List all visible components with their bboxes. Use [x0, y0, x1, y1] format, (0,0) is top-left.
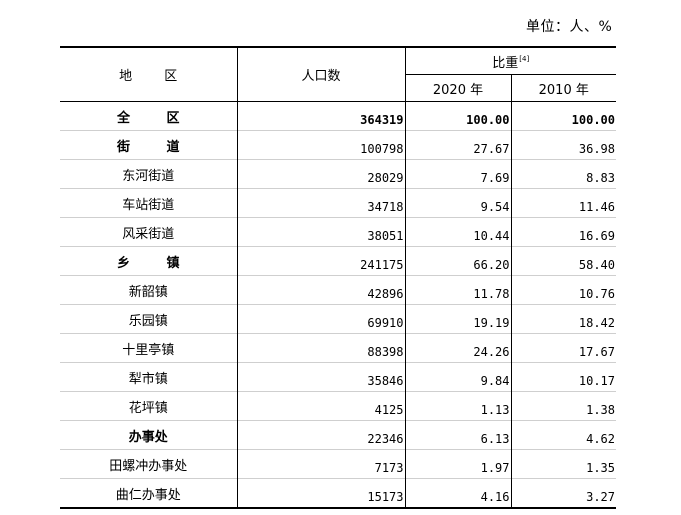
share-2010-value: 3.27	[510, 478, 616, 509]
column-header-share: 比重[4]	[404, 46, 616, 75]
share-2020-value: 6.13	[404, 420, 511, 450]
population-value: 22346	[236, 420, 405, 450]
column-header-2020: 2020 年	[404, 74, 511, 102]
share-2020-value: 1.97	[404, 449, 511, 479]
population-value: 69910	[236, 304, 405, 334]
column-header-region: 地 区	[60, 46, 237, 102]
region-name: 东河街道	[60, 159, 237, 189]
share-2020-value: 4.16	[404, 478, 511, 509]
share-2020-value: 10.44	[404, 217, 511, 247]
share-2010-value: 16.69	[510, 217, 616, 247]
population-value: 100798	[236, 130, 405, 160]
share-2020-value: 9.84	[404, 362, 511, 392]
population-value: 38051	[236, 217, 405, 247]
region-name: 街 道	[60, 130, 237, 160]
region-name: 花坪镇	[60, 391, 237, 421]
share-2020-value: 7.69	[404, 159, 511, 189]
table-row: 田螺冲办事处 7173 1.97 1.35	[60, 449, 616, 479]
share-2020-value: 11.78	[404, 275, 511, 305]
table-row: 乐园镇 69910 19.19 18.42	[60, 304, 616, 334]
table-row: 十里亭镇 88398 24.26 17.67	[60, 333, 616, 363]
share-2020-value: 66.20	[404, 246, 511, 276]
region-name: 办事处	[60, 420, 237, 450]
share-label: 比重	[492, 55, 519, 71]
unit-label: 单位：人、%	[526, 19, 613, 35]
population-value: 4125	[236, 391, 405, 421]
share-2010-value: 18.42	[510, 304, 616, 334]
share-2010-value: 100.00	[510, 101, 616, 131]
table-row: 曲仁办事处 15173 4.16 3.27	[60, 478, 616, 509]
share-2010-value: 10.76	[510, 275, 616, 305]
table-row: 车站街道 34718 9.54 11.46	[60, 188, 616, 218]
region-name: 新韶镇	[60, 275, 237, 305]
region-name: 曲仁办事处	[60, 478, 237, 509]
table-row: 乡 镇 241175 66.20 58.40	[60, 246, 616, 276]
population-value: 7173	[236, 449, 405, 479]
table-row: 东河街道 28029 7.69 8.83	[60, 159, 616, 189]
share-2020-value: 19.19	[404, 304, 511, 334]
column-header-2010: 2010 年	[510, 74, 616, 102]
table-row: 犁市镇 35846 9.84 10.17	[60, 362, 616, 392]
population-table: 地 区 人口数 比重[4] 2020 年 2010 年 全 区 364319 1…	[60, 46, 616, 509]
population-value: 35846	[236, 362, 405, 392]
table-row: 花坪镇 4125 1.13 1.38	[60, 391, 616, 421]
share-2010-value: 1.38	[510, 391, 616, 421]
share-2010-value: 11.46	[510, 188, 616, 218]
region-name: 全 区	[60, 101, 237, 131]
region-name: 乐园镇	[60, 304, 237, 334]
share-2010-value: 1.35	[510, 449, 616, 479]
share-2010-value: 58.40	[510, 246, 616, 276]
share-2010-value: 17.67	[510, 333, 616, 363]
table-row: 风采街道 38051 10.44 16.69	[60, 217, 616, 247]
population-value: 42896	[236, 275, 405, 305]
share-2020-value: 24.26	[404, 333, 511, 363]
table-row: 街 道 100798 27.67 36.98	[60, 130, 616, 160]
table-row: 新韶镇 42896 11.78 10.76	[60, 275, 616, 305]
share-2010-value: 10.17	[510, 362, 616, 392]
region-name: 犁市镇	[60, 362, 237, 392]
population-value: 28029	[236, 159, 405, 189]
share-2010-value: 36.98	[510, 130, 616, 160]
population-value: 34718	[236, 188, 405, 218]
table-row: 全 区 364319 100.00 100.00	[60, 101, 616, 131]
population-value: 15173	[236, 478, 405, 509]
region-name: 十里亭镇	[60, 333, 237, 363]
column-header-population: 人口数	[236, 46, 405, 102]
region-name: 风采街道	[60, 217, 237, 247]
table-row: 办事处 22346 6.13 4.62	[60, 420, 616, 450]
share-2020-value: 100.00	[404, 101, 511, 131]
population-value: 364319	[236, 101, 405, 131]
share-2020-value: 9.54	[404, 188, 511, 218]
share-2010-value: 8.83	[510, 159, 616, 189]
region-name: 乡 镇	[60, 246, 237, 276]
share-2020-value: 1.13	[404, 391, 511, 421]
share-2010-value: 4.62	[510, 420, 616, 450]
region-name: 田螺冲办事处	[60, 449, 237, 479]
region-name: 车站街道	[60, 188, 237, 218]
share-2020-value: 27.67	[404, 130, 511, 160]
share-footnote: [4]	[519, 54, 530, 63]
population-value: 241175	[236, 246, 405, 276]
population-value: 88398	[236, 333, 405, 363]
